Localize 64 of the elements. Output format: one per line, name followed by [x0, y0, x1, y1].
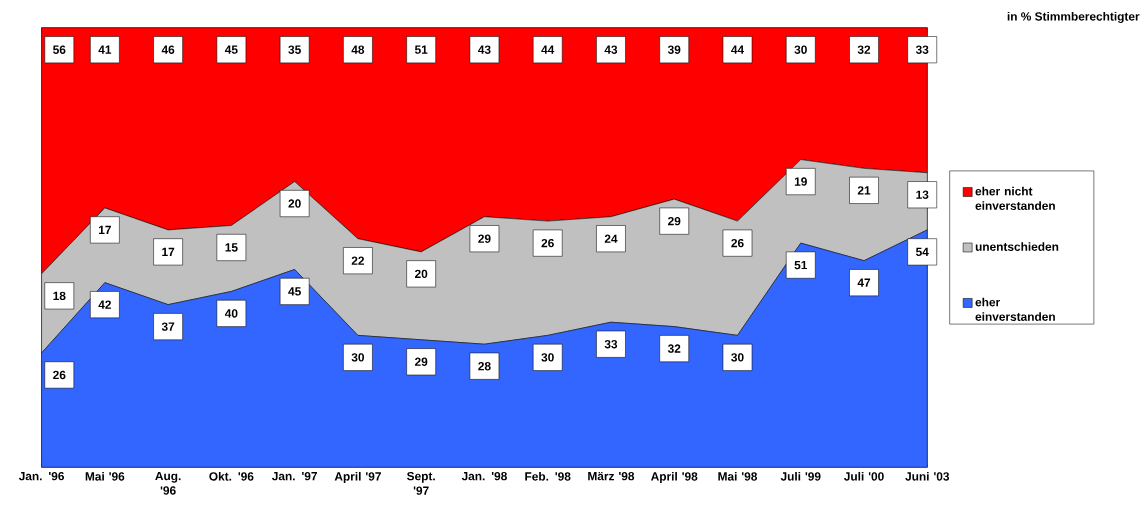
data-label: 47 [857, 278, 871, 287]
data-label: 35 [288, 45, 301, 55]
data-label: 42 [98, 300, 111, 309]
data-label: 13 [916, 190, 929, 200]
data-label: 33 [604, 340, 618, 349]
legend-label: unentschieden [975, 242, 1059, 252]
data-label: 30 [541, 353, 554, 362]
data-label: 32 [857, 45, 871, 55]
data-label: 43 [478, 45, 491, 55]
data-label: 33 [915, 45, 929, 55]
data-label: 51 [414, 45, 428, 55]
data-label: 41 [98, 45, 112, 54]
data-label: 24 [604, 234, 618, 244]
data-label: 56 [53, 45, 66, 55]
data-label: 30 [351, 353, 365, 362]
data-label: 30 [794, 45, 807, 55]
x-tick-label: Okt. '96 [209, 472, 254, 481]
data-label: 39 [667, 45, 681, 55]
data-label: 19 [794, 177, 807, 186]
x-tick-label: April '98 [650, 472, 698, 484]
data-label: 45 [288, 287, 301, 296]
x-tick-label: Mai '96 [85, 472, 125, 481]
data-label: 26 [53, 370, 66, 380]
data-label: 54 [915, 247, 929, 257]
x-tick-label: März '98 [588, 472, 635, 481]
data-label: 20 [288, 199, 301, 208]
data-label: 45 [224, 45, 238, 55]
data-label: 44 [731, 45, 745, 54]
data-label: 15 [225, 243, 238, 252]
data-label: 44 [541, 45, 555, 54]
data-label: 43 [604, 45, 618, 55]
x-tick-label: Jan. '96 [18, 472, 65, 481]
text: in % Stimmberechtigter [1007, 12, 1140, 24]
x-tick-label: Jan. '98 [461, 472, 507, 481]
data-label: 22 [351, 256, 365, 266]
x-tick-label: Juli '00 [843, 472, 884, 481]
data-label: 48 [351, 45, 365, 55]
legend-label: eher nicht einverstanden [975, 186, 1055, 211]
x-tick-label: Aug. '96 [155, 472, 181, 495]
x-tick-label: April '97 [334, 472, 381, 484]
data-label: 17 [162, 247, 175, 257]
data-label: 29 [668, 217, 681, 226]
x-tick-label: Mai '98 [718, 472, 758, 481]
data-label: 26 [731, 239, 744, 248]
x-tick-label: Feb. '98 [525, 472, 571, 481]
data-label: 26 [541, 239, 554, 248]
data-label: 20 [414, 269, 428, 279]
data-label: 30 [731, 353, 744, 362]
x-tick-label: Juni '03 [905, 472, 950, 481]
data-label: 21 [857, 186, 871, 195]
data-label: 29 [414, 357, 428, 367]
data-label: 28 [478, 362, 491, 371]
data-label: 46 [161, 45, 175, 55]
x-tick-label: Juli '99 [780, 472, 821, 481]
data-label: 51 [794, 261, 808, 270]
legend-label: eher einverstanden [975, 297, 1055, 322]
x-tick-label: Jan. '97 [271, 472, 317, 481]
data-label: 18 [53, 291, 66, 301]
data-label: 40 [224, 309, 238, 318]
data-label: 17 [98, 226, 111, 235]
data-label: 32 [667, 344, 681, 353]
data-label: 37 [161, 322, 175, 331]
data-label: 29 [478, 234, 491, 244]
x-tick-label: Sept. '97 [407, 472, 435, 496]
